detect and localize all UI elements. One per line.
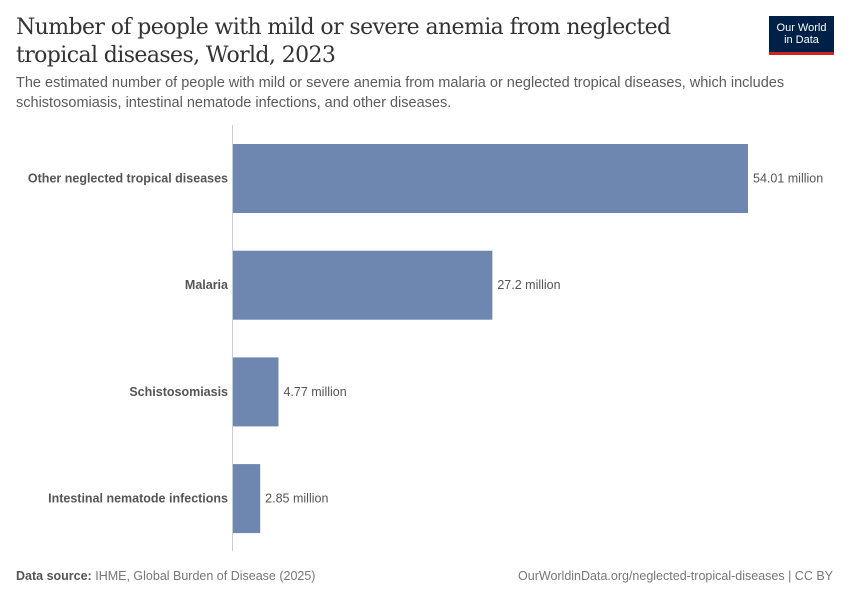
bar[interactable]	[233, 357, 279, 427]
category-label: Intestinal nematode infections	[48, 492, 228, 506]
chart-title: Number of people with mild or severe ane…	[16, 15, 671, 68]
source-text: IHME, Global Burden of Disease (2025)	[95, 569, 316, 583]
bar[interactable]	[233, 144, 748, 213]
value-label: 2.85 million	[265, 492, 328, 506]
category-label: Other neglected tropical diseases	[28, 172, 228, 186]
category-label: Malaria	[185, 278, 229, 292]
bar[interactable]	[233, 464, 261, 534]
source-label: Data source:	[16, 569, 92, 583]
chart-subtitle: The estimated number of people with mild…	[16, 75, 785, 111]
logo-line-2: in Data	[784, 34, 819, 46]
owid-logo[interactable]: Our World in Data	[769, 16, 834, 55]
value-label: 4.77 million	[283, 385, 346, 399]
category-label: Schistosomiasis	[129, 385, 228, 399]
value-label: 27.2 million	[497, 278, 560, 292]
source-url-link[interactable]: OurWorldinData.org/neglected-tropical-di…	[518, 569, 833, 583]
value-label: 54.01 million	[753, 172, 823, 186]
logo-line-1: Our World	[776, 22, 827, 34]
data-source: Data source: IHME, Global Burden of Dise…	[16, 569, 315, 583]
bar[interactable]	[233, 250, 493, 320]
